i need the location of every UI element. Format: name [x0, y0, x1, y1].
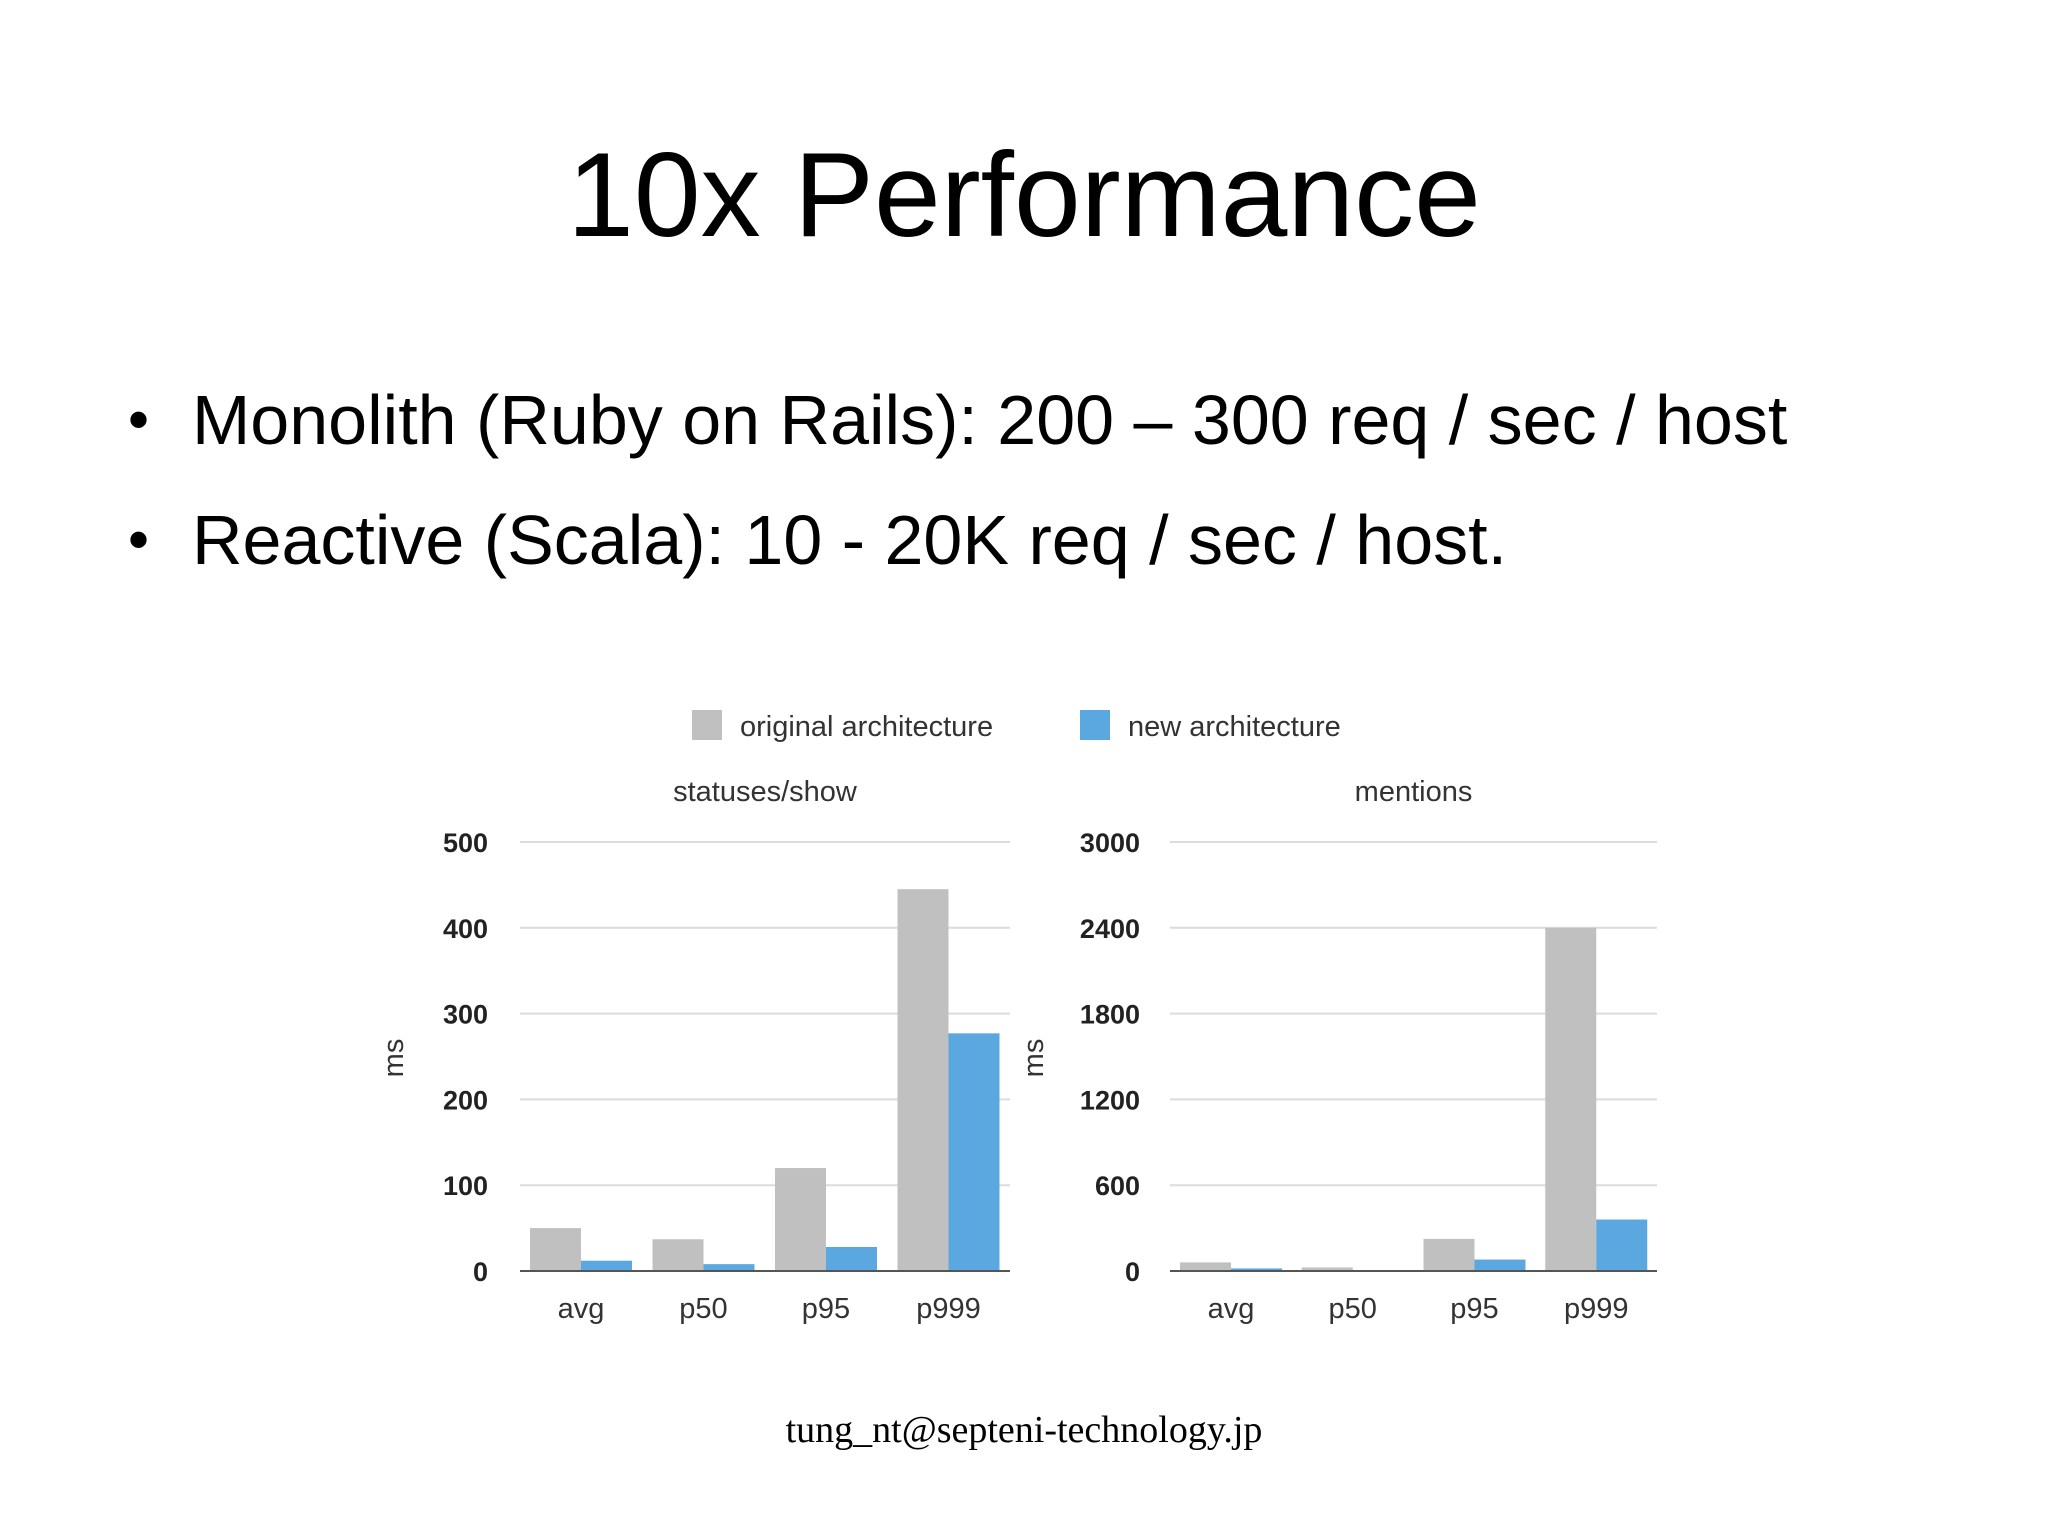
y-tick-label: 600	[1095, 1171, 1140, 1201]
bar	[826, 1246, 877, 1271]
y-tick-label: 300	[443, 1000, 488, 1030]
x-tick-label: avg	[558, 1293, 605, 1325]
bar	[530, 1228, 581, 1271]
bullet-text: Reactive (Scala): 10 - 20K req / sec / h…	[192, 501, 1508, 579]
y-tick-label: 400	[443, 914, 488, 944]
x-tick-label: p50	[1329, 1293, 1377, 1325]
legend-label: original architecture	[740, 711, 993, 743]
y-tick-label: 0	[1125, 1257, 1140, 1287]
bullet-text: Monolith (Ruby on Rails): 200 – 300 req …	[192, 381, 1788, 459]
bar	[1180, 1262, 1231, 1271]
bullet-item: • Reactive (Scala): 10 - 20K req / sec /…	[120, 480, 1787, 600]
y-tick-label: 2400	[1080, 914, 1140, 944]
bar	[1474, 1259, 1526, 1271]
chart-figure: original architecture new architecture sta…	[378, 710, 1657, 1325]
bar	[1545, 927, 1597, 1271]
y-tick-label: 100	[443, 1171, 488, 1201]
y-tick-label: 200	[443, 1085, 488, 1115]
bar	[1423, 1238, 1475, 1271]
bar	[897, 889, 949, 1271]
panel-title: statuses/show	[673, 776, 858, 808]
y-tick-label: 500	[443, 828, 488, 858]
bullet-dot-icon: •	[128, 506, 150, 573]
bullet-item: • Monolith (Ruby on Rails): 200 – 300 re…	[120, 360, 1787, 480]
bar	[1301, 1267, 1353, 1271]
bar	[948, 1033, 1000, 1271]
bar	[703, 1264, 755, 1271]
legend-swatch	[692, 710, 722, 740]
y-axis-label: ms	[1018, 1039, 1050, 1078]
bullet-list: • Monolith (Ruby on Rails): 200 – 300 re…	[120, 360, 1787, 600]
bar	[1596, 1219, 1648, 1271]
legend-swatch	[1080, 710, 1110, 740]
x-tick-label: avg	[1208, 1293, 1255, 1325]
y-tick-label: 3000	[1080, 828, 1140, 858]
x-tick-label: p999	[1564, 1293, 1629, 1325]
x-tick-label: p999	[916, 1293, 981, 1325]
footer-email: tung_nt@septeni-technology.jp	[785, 1409, 1263, 1451]
y-tick-label: 1200	[1080, 1085, 1140, 1115]
x-tick-label: p95	[802, 1293, 850, 1325]
bar	[1231, 1268, 1282, 1271]
x-tick-label: p50	[679, 1293, 727, 1325]
y-tick-label: 1800	[1080, 1000, 1140, 1030]
y-tick-label: 0	[473, 1257, 488, 1287]
bar	[775, 1168, 826, 1271]
bar	[652, 1239, 704, 1271]
bullet-dot-icon: •	[128, 386, 150, 453]
slide-title: 10x Performance	[567, 128, 1481, 262]
y-axis-label: ms	[378, 1039, 410, 1078]
x-tick-label: p95	[1450, 1293, 1498, 1325]
bar	[581, 1260, 632, 1271]
panel-title: mentions	[1355, 776, 1473, 808]
legend-label: new architecture	[1128, 711, 1341, 743]
